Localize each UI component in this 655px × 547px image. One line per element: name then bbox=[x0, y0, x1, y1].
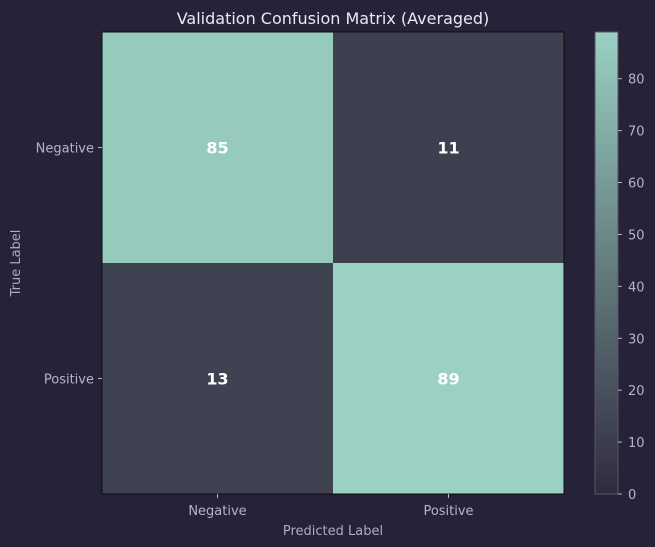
colorbar-tick-label: 10 bbox=[628, 436, 645, 451]
heatmap-cell bbox=[102, 32, 333, 263]
colorbar-tick-label: 60 bbox=[628, 177, 645, 192]
y-axis-label: True Label bbox=[9, 230, 24, 298]
cell-value-label: 89 bbox=[437, 370, 459, 389]
plot-frame bbox=[101, 31, 565, 495]
x-tick-label: Positive bbox=[423, 504, 473, 519]
colorbar-tick-label: 40 bbox=[628, 280, 645, 295]
colorbar-ticks: 0 10 20 30 40 50 60 70 80 bbox=[618, 73, 645, 503]
y-axis-ticks: Negative Positive bbox=[36, 142, 102, 388]
heatmap-cell bbox=[333, 32, 564, 263]
y-tick-label: Negative bbox=[36, 142, 94, 157]
colorbar-tick-label: 70 bbox=[628, 125, 645, 140]
colorbar-tick-label: 50 bbox=[628, 228, 645, 243]
x-axis-ticks: Negative Positive bbox=[188, 494, 474, 519]
heatmap-cell bbox=[102, 263, 333, 494]
colorbar-tick-label: 0 bbox=[628, 488, 636, 503]
colorbar-tick-label: 20 bbox=[628, 384, 645, 399]
x-tick-label: Negative bbox=[188, 504, 246, 519]
colorbar-tick-label: 30 bbox=[628, 332, 645, 347]
chart-title: Validation Confusion Matrix (Averaged) bbox=[177, 9, 490, 28]
cell-value-label: 11 bbox=[437, 139, 459, 158]
x-axis-label: Predicted Label bbox=[283, 524, 383, 539]
cell-value-label: 13 bbox=[206, 370, 228, 389]
y-tick-label: Positive bbox=[44, 373, 94, 388]
heatmap-cell bbox=[333, 263, 564, 494]
heatmap-cells: 85 11 13 89 bbox=[102, 32, 564, 494]
colorbar bbox=[594, 31, 619, 495]
colorbar-tick-label: 80 bbox=[628, 73, 645, 88]
cell-value-label: 85 bbox=[206, 139, 228, 158]
